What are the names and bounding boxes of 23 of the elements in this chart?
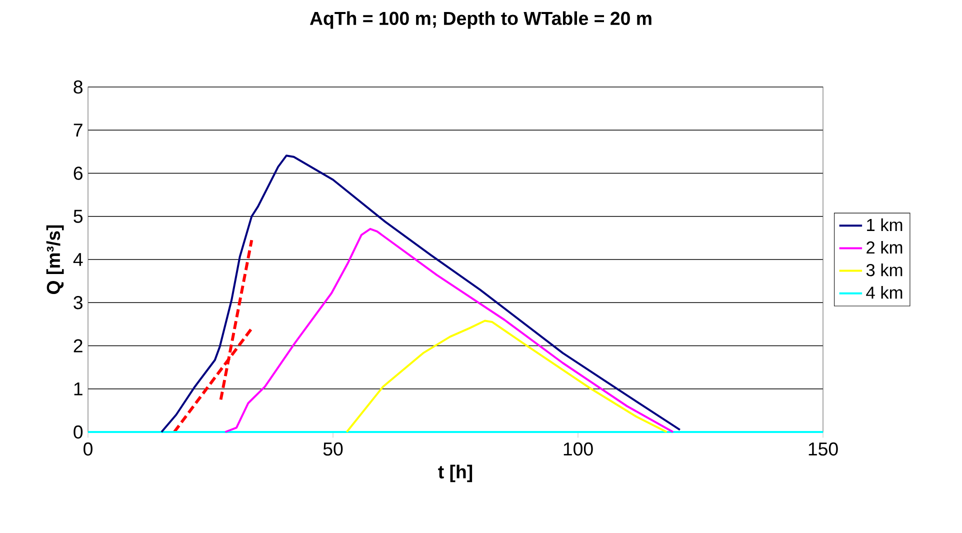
y-tick-label: 7 <box>74 124 82 137</box>
x-tick-label: 50 <box>323 442 343 456</box>
y-tick-label: 0 <box>74 425 83 439</box>
y-axis-title: Q [m³/s] <box>46 225 64 294</box>
chart-title: AqTh = 100 m; Depth to WTable = 20 m <box>310 11 652 29</box>
y-tick-label: 8 <box>74 80 82 94</box>
legend-label: 3 km <box>866 263 902 276</box>
y-tick-label: 5 <box>74 210 83 223</box>
legend-label: 1 km <box>867 218 902 231</box>
legend-label: 2 km <box>866 240 902 254</box>
y-tick-label: 6 <box>74 166 82 180</box>
x-axis-title: t [h] <box>438 464 472 482</box>
y-tick-label: 2 <box>74 339 82 352</box>
line-series <box>224 228 674 433</box>
x-tick-label: 0 <box>84 442 92 456</box>
line-series <box>160 154 681 433</box>
y-tick-label: 3 <box>74 296 82 310</box>
x-tick-label: 100 <box>564 442 593 456</box>
x-tick-label: 150 <box>808 442 838 456</box>
legend-label: 4 km <box>866 286 902 299</box>
line-series <box>346 320 668 433</box>
y-tick-label: 1 <box>74 382 82 396</box>
y-tick-label: 4 <box>73 253 83 266</box>
